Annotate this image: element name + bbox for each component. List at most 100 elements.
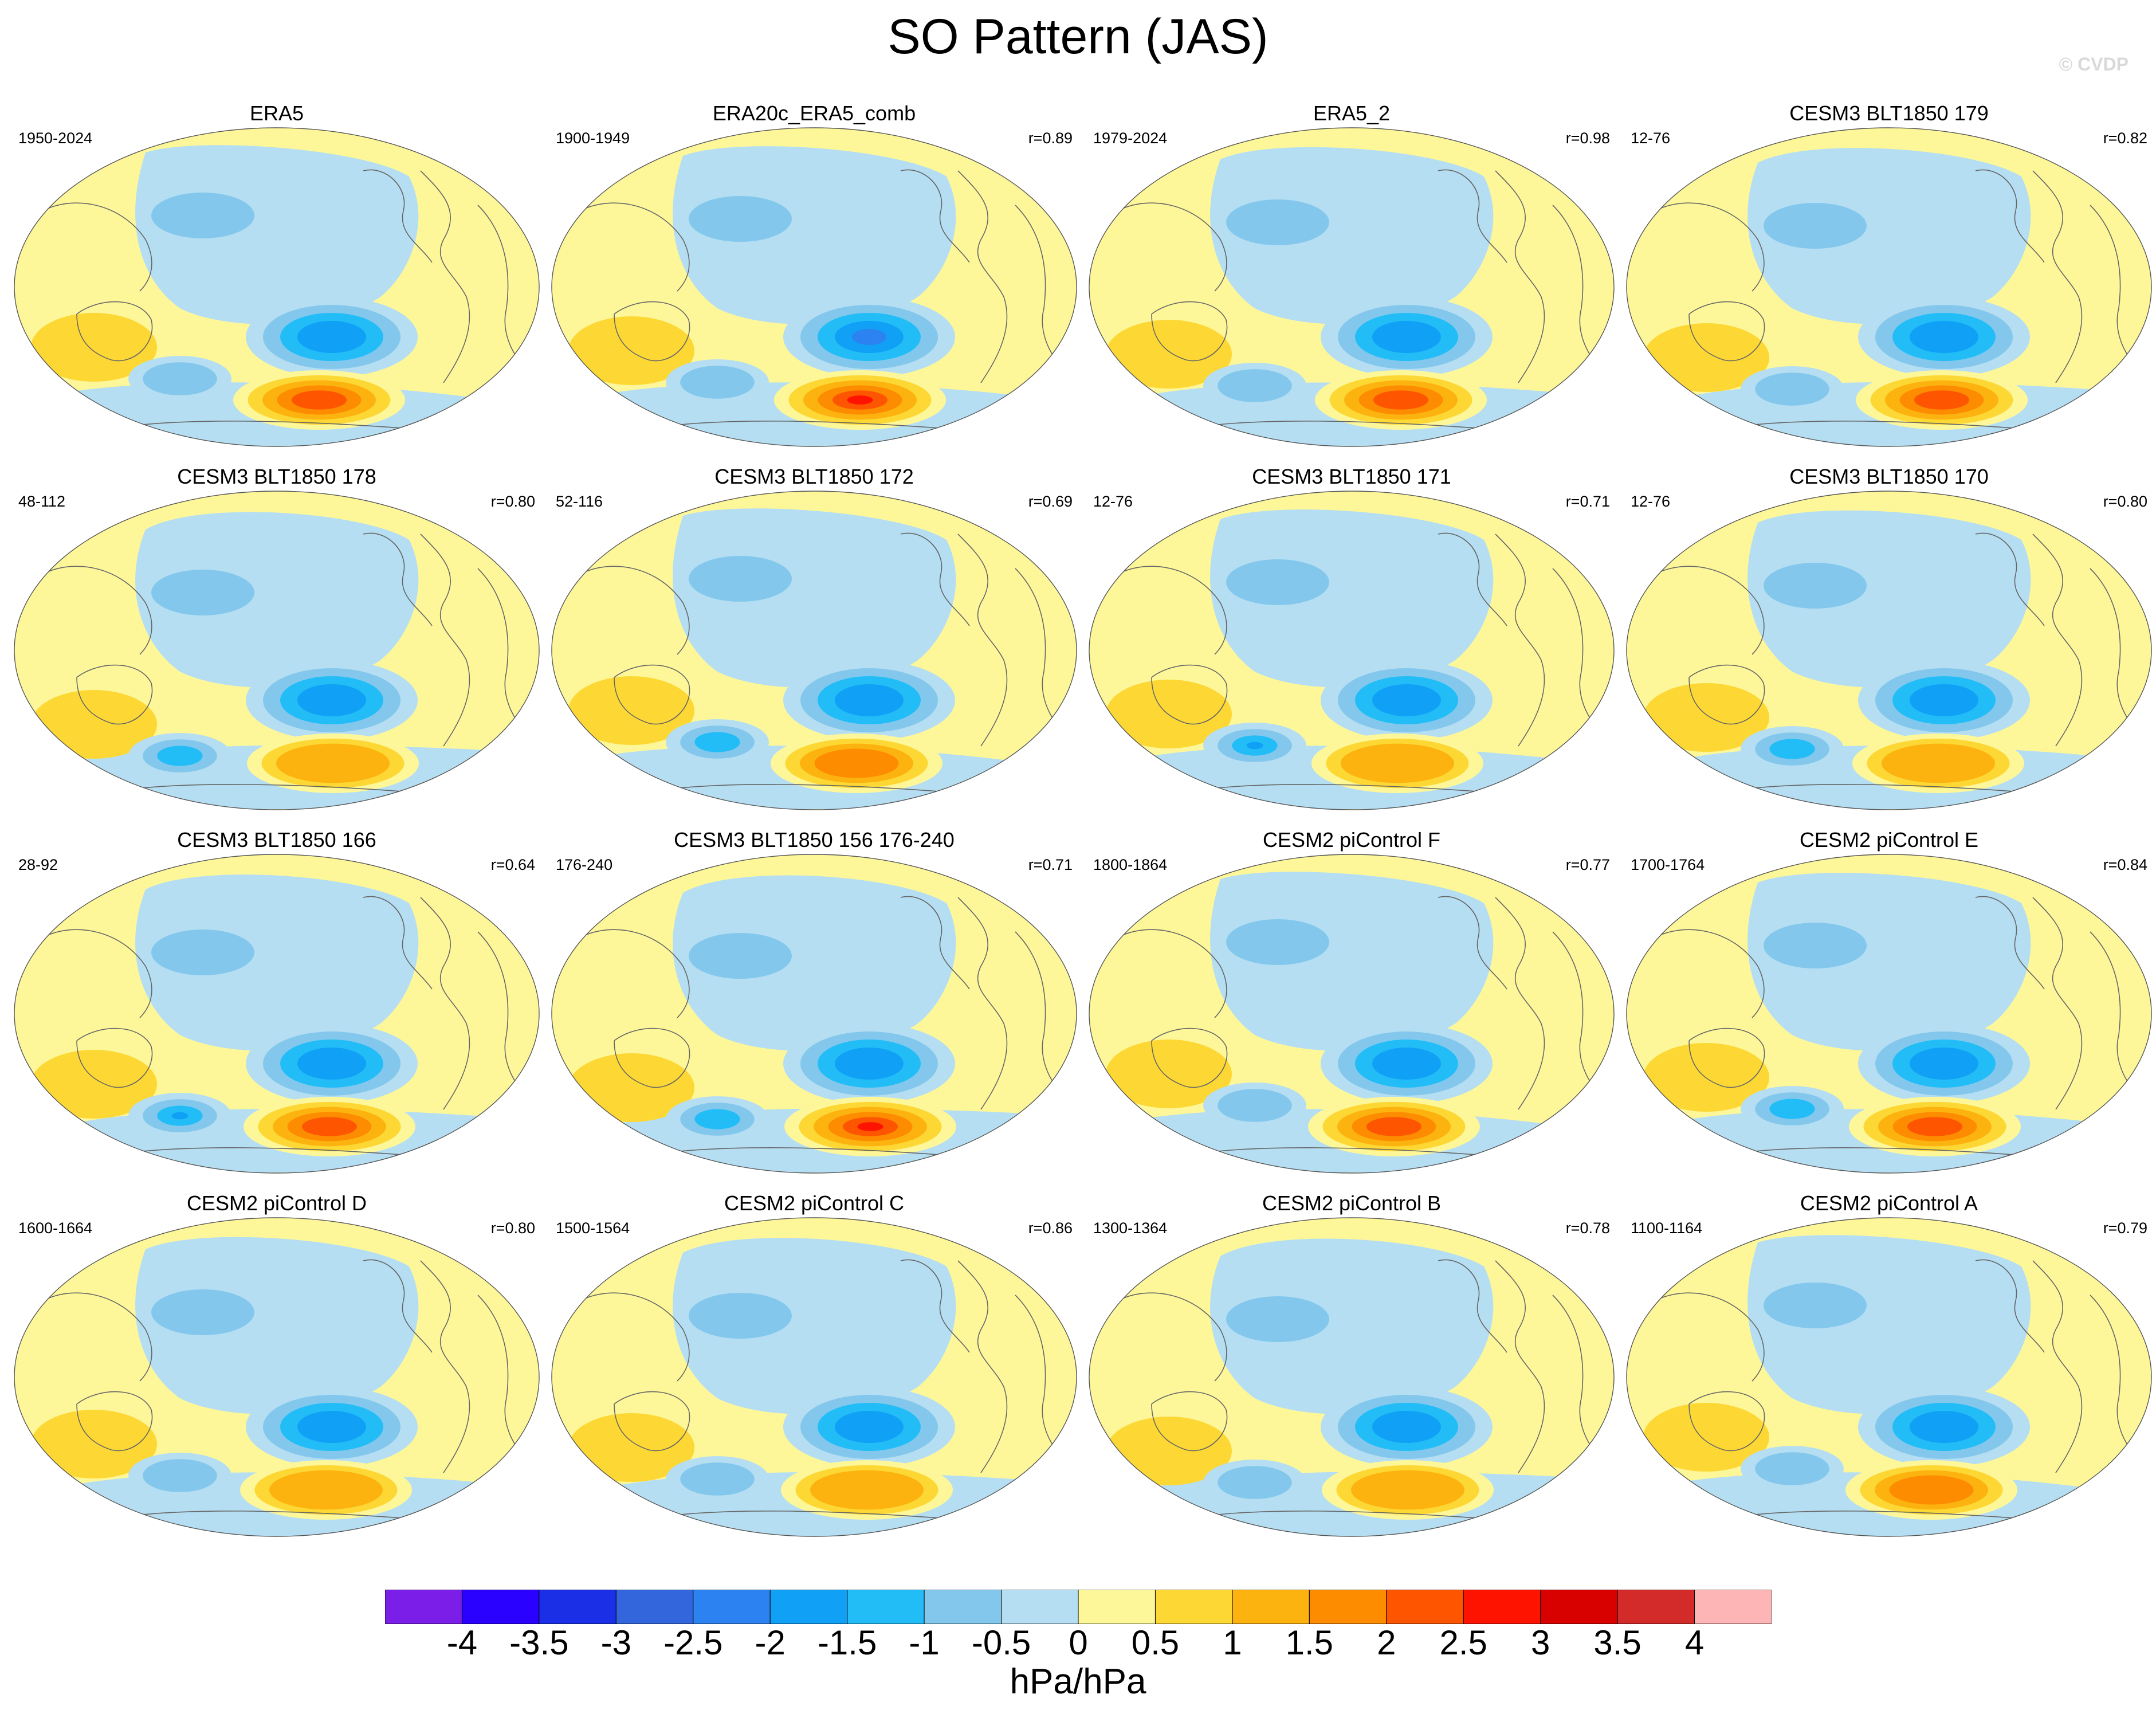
panel-period: 1700-1764 <box>1631 856 1705 873</box>
secondary-low <box>1218 1466 1292 1499</box>
secondary-low <box>680 1462 755 1496</box>
panel-pattern-correlation: r=0.80 <box>2103 493 2147 510</box>
positive-center <box>1341 743 1454 783</box>
colorbar-segment <box>461 1590 540 1624</box>
panel-pattern-correlation: r=0.80 <box>490 1219 535 1237</box>
robinson-map <box>1089 854 1615 1174</box>
positive-center <box>292 390 347 410</box>
negative-center <box>1372 684 1441 716</box>
north-pacific-low <box>689 556 792 602</box>
indian-ocean-positive <box>1643 1403 1769 1472</box>
figure-title: SO Pattern (JAS) <box>887 9 1269 64</box>
negative-center <box>297 684 366 716</box>
colorbar-tick-label: 0 <box>1069 1623 1088 1662</box>
panel-period: 52-116 <box>556 493 603 510</box>
panel-title: CESM2 piControl C <box>724 1191 905 1215</box>
map-panel: CESM2 piControl F 1800-1864 r=0.77 <box>1083 828 1620 1174</box>
panel-period: 1100-1164 <box>1631 1219 1703 1237</box>
panel-pattern-correlation: r=0.86 <box>1028 1219 1073 1237</box>
colorbar-tick-label: -3 <box>600 1623 631 1662</box>
coastlines <box>1654 896 2137 1156</box>
negative-pacific-region <box>1747 148 2031 324</box>
negative-pacific-region <box>135 1237 419 1414</box>
negative-pacific-region <box>135 874 419 1051</box>
panel-title: CESM2 piControl F <box>1262 828 1441 852</box>
panel-title: CESM2 piControl E <box>1799 828 1979 852</box>
indian-ocean-positive <box>1106 320 1232 389</box>
north-pacific-low <box>1226 1296 1329 1342</box>
panel-period: 48-112 <box>18 493 66 510</box>
negative-pacific-region <box>673 508 956 688</box>
positive-center <box>847 395 873 405</box>
secondary-low <box>1769 1099 1815 1119</box>
positive-center <box>1351 1470 1464 1510</box>
panel-pattern-correlation: r=0.80 <box>490 493 535 510</box>
negative-center <box>835 1048 904 1080</box>
panel-title: CESM3 BLT1850 179 <box>1789 101 1989 125</box>
north-pacific-low <box>151 570 254 615</box>
indian-ocean-positive <box>1106 680 1232 748</box>
negative-center <box>297 1411 366 1443</box>
panel-period: 12-76 <box>1093 493 1133 510</box>
robinson-map <box>14 1217 540 1537</box>
colorbar-segment <box>1694 1590 1772 1624</box>
indian-ocean-positive <box>1106 1040 1232 1108</box>
coastlines <box>579 896 1062 1156</box>
colorbar-segment <box>1001 1590 1079 1624</box>
north-pacific-low <box>689 196 792 242</box>
map-panel: CESM2 piControl B 1300-1364 r=0.78 <box>1083 1192 1620 1537</box>
negative-center <box>852 329 886 345</box>
colorbar-tick-label: -3.5 <box>509 1623 569 1662</box>
panel-pattern-correlation: r=0.71 <box>1028 856 1073 873</box>
negative-pacific-region <box>1210 1238 1494 1414</box>
colorbar-segment <box>1232 1590 1310 1624</box>
negative-center <box>1910 684 1978 716</box>
panel-title: CESM2 piControl A <box>1800 1191 1978 1215</box>
robinson-map <box>1089 1217 1615 1537</box>
colorbar-tick-label: -1.5 <box>817 1623 877 1662</box>
robinson-map <box>551 1217 1077 1537</box>
panel-period: 176-240 <box>556 856 613 873</box>
panel-pattern-correlation: r=0.89 <box>1028 130 1073 147</box>
map-panel: CESM2 piControl D 1600-1664 r=0.80 <box>8 1192 545 1537</box>
panel-period: 12-76 <box>1631 493 1671 510</box>
positive-center <box>1373 390 1428 410</box>
indian-ocean-positive <box>1643 1043 1769 1112</box>
negative-pacific-region <box>1210 872 1494 1051</box>
coastlines <box>579 1259 1062 1520</box>
indian-ocean-positive <box>568 1413 694 1482</box>
colorbar-tick-label: -2.5 <box>663 1623 723 1662</box>
negative-center <box>1910 321 1978 353</box>
panel-period: 1979-2024 <box>1093 130 1168 147</box>
colorbar-segment <box>1309 1590 1387 1624</box>
colorbar-segment <box>1154 1590 1233 1624</box>
coastlines <box>1654 532 2137 793</box>
north-pacific-low <box>1226 199 1329 245</box>
map-panel: CESM2 piControl E 1700-1764 r=0.84 <box>1620 828 2156 1174</box>
robinson-map <box>1626 854 2152 1174</box>
positive-center <box>269 1470 383 1510</box>
panel-period: 12-76 <box>1631 130 1671 147</box>
coastlines <box>1117 1259 1599 1520</box>
negative-pacific-region <box>1210 147 1494 324</box>
secondary-low <box>1218 369 1292 402</box>
north-pacific-low <box>1226 919 1329 965</box>
negative-pacific-region <box>1747 1235 2031 1414</box>
north-pacific-low <box>1764 563 1867 609</box>
secondary-low <box>143 1459 217 1492</box>
map-panel: CESM3 BLT1850 170 12-76 r=0.80 <box>1620 465 2156 810</box>
negative-pacific-region <box>135 145 419 324</box>
colorbar-segment <box>615 1590 694 1624</box>
negative-center <box>835 1411 904 1443</box>
robinson-map <box>1089 491 1615 810</box>
map-panel: CESM3 BLT1850 178 48-112 r=0.80 <box>8 465 545 810</box>
indian-ocean-positive <box>1106 1417 1232 1485</box>
indian-ocean-positive <box>568 676 694 745</box>
negative-center <box>1910 1411 1978 1443</box>
secondary-low <box>1755 372 1829 406</box>
north-pacific-low <box>1764 1282 1867 1328</box>
colorbar-segment <box>1078 1590 1156 1624</box>
negative-pacific-region <box>673 875 956 1051</box>
secondary-low <box>694 732 740 752</box>
colorbar-units: hPa/hPa <box>1010 1662 1146 1701</box>
